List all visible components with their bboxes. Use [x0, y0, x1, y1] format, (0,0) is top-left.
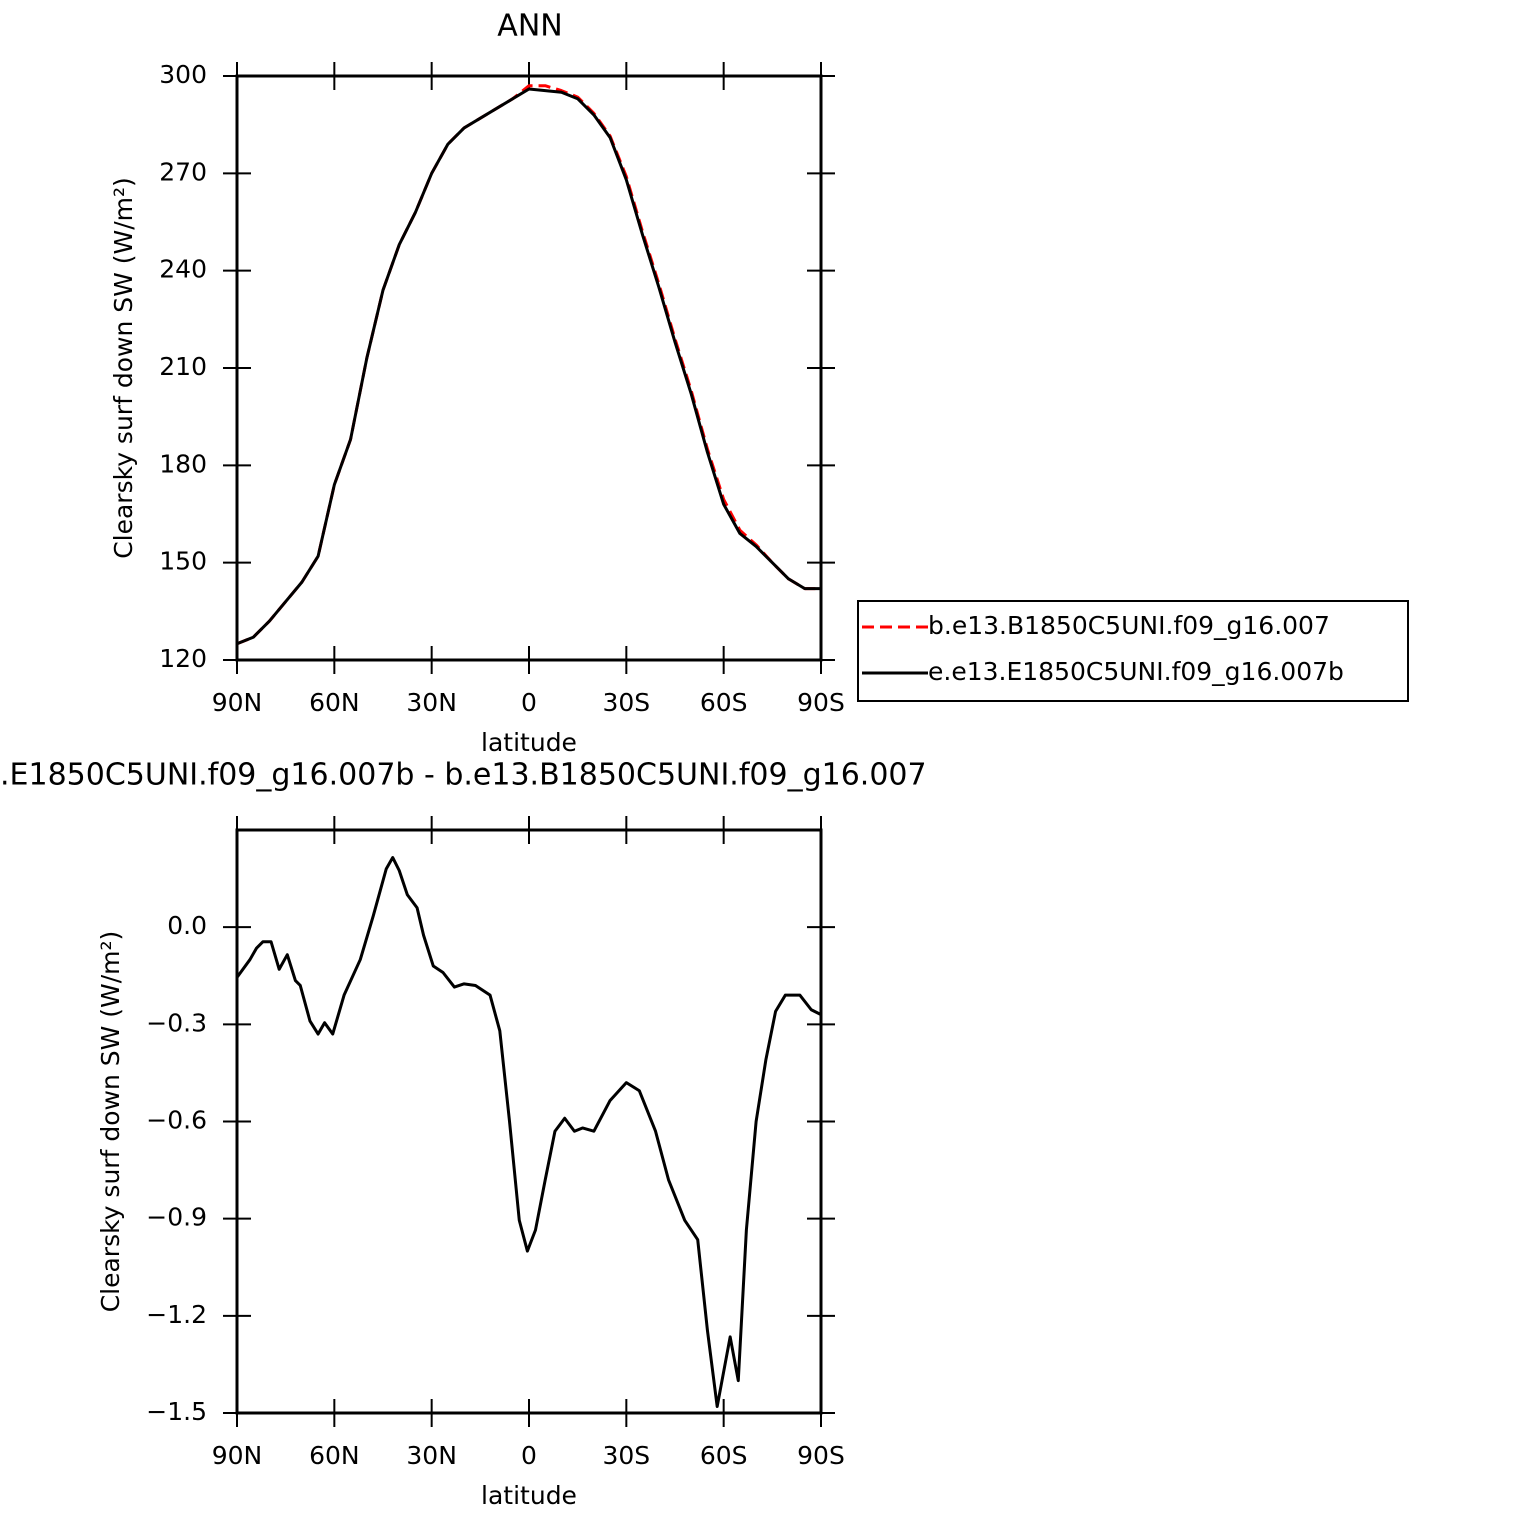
- y-tick-label: −1.5: [146, 1397, 207, 1426]
- y-tick-label: −0.6: [146, 1106, 207, 1135]
- x-tick-label: 90S: [797, 688, 845, 717]
- x-tick-label: 90S: [797, 1441, 845, 1470]
- y-tick-label: −1.2: [146, 1300, 207, 1329]
- x-tick-label: 90N: [212, 1441, 263, 1470]
- x-axis-label: latitude: [481, 728, 577, 757]
- plot-frame: [235, 828, 823, 1415]
- x-tick-label: 30N: [406, 1441, 457, 1470]
- x-axis-label: latitude: [481, 1481, 577, 1510]
- data-line: [236, 84, 821, 646]
- x-tick-label: 30S: [602, 1441, 650, 1470]
- x-tick-label: 60N: [309, 688, 360, 717]
- legend-box: [857, 600, 1409, 702]
- chart-title: .E1850C5UNI.f09_g16.007b - b.e13.B1850C5…: [0, 758, 927, 793]
- y-axis-label: Clearsky surf down SW (W/m²): [96, 931, 125, 1313]
- y-tick-label: 0.0: [167, 911, 207, 940]
- x-tick-label: 90N: [212, 688, 263, 717]
- x-tick-label: 0: [521, 688, 537, 717]
- legend-label: b.e13.B1850C5UNI.f09_g16.007: [928, 611, 1330, 640]
- legend-label: e.e13.E1850C5UNI.f09_g16.007b: [928, 657, 1344, 686]
- y-tick-label: 300: [159, 60, 207, 89]
- y-tick-label: −0.3: [146, 1008, 207, 1037]
- x-tick-label: 60S: [700, 688, 748, 717]
- y-axis-label: Clearsky surf down SW (W/m²): [109, 177, 138, 559]
- plot-frame: [235, 74, 823, 662]
- y-tick-label: 180: [159, 449, 207, 478]
- x-tick-label: 30N: [406, 688, 457, 717]
- y-tick-label: 210: [159, 352, 207, 381]
- y-tick-label: 120: [159, 644, 207, 673]
- y-tick-label: 150: [159, 547, 207, 576]
- x-tick-label: 0: [521, 1441, 537, 1470]
- x-tick-label: 60N: [309, 1441, 360, 1470]
- chart-title: ANN: [497, 9, 562, 44]
- x-tick-label: 30S: [602, 688, 650, 717]
- y-tick-label: 240: [159, 255, 207, 284]
- data-line: [236, 87, 821, 646]
- y-tick-label: −0.9: [146, 1203, 207, 1232]
- data-line: [235, 856, 822, 1409]
- x-tick-label: 60S: [700, 1441, 748, 1470]
- y-tick-label: 270: [159, 157, 207, 186]
